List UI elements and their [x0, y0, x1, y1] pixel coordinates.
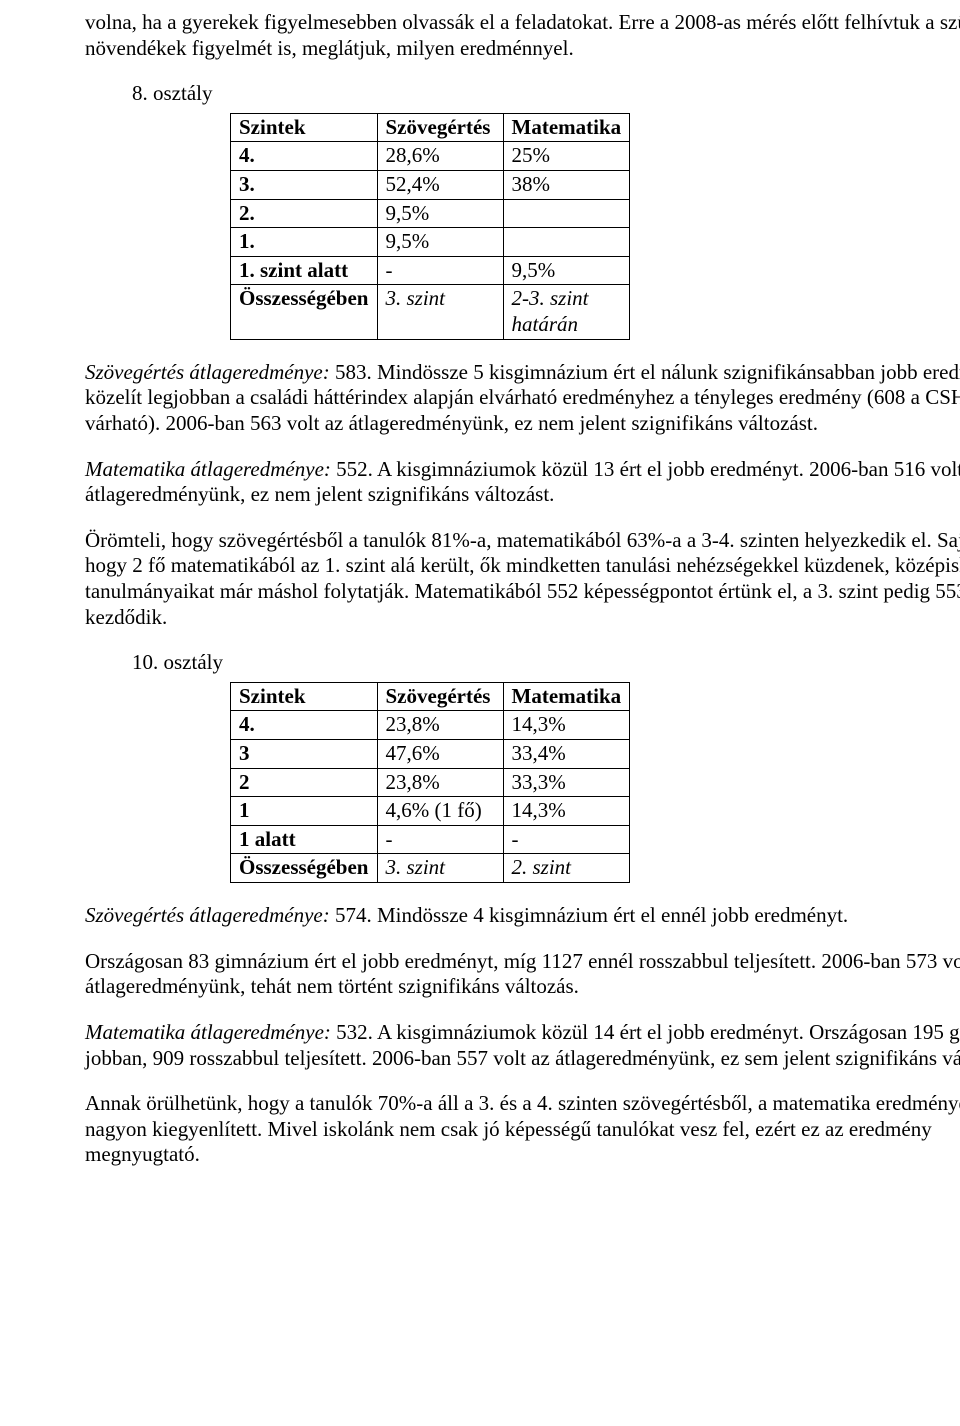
cell: 14,3% — [503, 711, 630, 740]
closing-paragraph: Annak örülhetünk, hogy a tanulók 70%-a á… — [85, 1091, 960, 1168]
cell: Összességében — [231, 285, 378, 339]
table-row: 3 47,6% 33,4% — [231, 740, 630, 769]
table-row: Összességében 3. szint 2. szint — [231, 854, 630, 883]
table-header-row: Szintek Szövegértés Matematika — [231, 113, 630, 142]
cell: 25% — [503, 142, 630, 171]
szov10-rest: 574. Mindössze 4 kisgimnázium ért el enn… — [330, 903, 848, 927]
table-row: 2. 9,5% — [231, 199, 630, 228]
cell: 9,5% — [377, 199, 503, 228]
th-matematika: Matematika — [503, 682, 630, 711]
szov10-label: Szövegértés átlageredménye: — [85, 903, 330, 927]
cell: 3. szint — [377, 285, 503, 339]
cell: 2. szint — [503, 854, 630, 883]
cell: - — [377, 825, 503, 854]
cell: 9,5% — [377, 228, 503, 257]
cell: 4. — [231, 711, 378, 740]
th-szintek: Szintek — [231, 682, 378, 711]
intro-paragraph: volna, ha a gyerekek figyelmesebben olva… — [85, 10, 960, 61]
cell: 23,8% — [377, 768, 503, 797]
cell: 9,5% — [503, 256, 630, 285]
cell: 28,6% — [377, 142, 503, 171]
cell — [503, 199, 630, 228]
cell: 3. — [231, 171, 378, 200]
grade8-matematika-paragraph: Matematika átlageredménye: 552. A kisgim… — [85, 457, 960, 508]
grade8-szovegertes-paragraph: Szövegértés átlageredménye: 583. Mindöss… — [85, 360, 960, 437]
table-row: 1 4,6% (1 fő) 14,3% — [231, 797, 630, 826]
grade8-summary-paragraph: Örömteli, hogy szövegértésből a tanulók … — [85, 528, 960, 630]
cell: 4. — [231, 142, 378, 171]
th-szovegertes: Szövegértés — [377, 682, 503, 711]
cell: 23,8% — [377, 711, 503, 740]
grade10-national-paragraph: Országosan 83 gimnázium ért el jobb ered… — [85, 949, 960, 1000]
th-szintek: Szintek — [231, 113, 378, 142]
table-header-row: Szintek Szövegértés Matematika — [231, 682, 630, 711]
grade10-heading: 10. osztály — [132, 650, 960, 676]
cell: Összességében — [231, 854, 378, 883]
cell: 1 — [231, 797, 378, 826]
cell: 47,6% — [377, 740, 503, 769]
cell: - — [503, 825, 630, 854]
cell: 52,4% — [377, 171, 503, 200]
cell: 2. — [231, 199, 378, 228]
cell: 4,6% (1 fő) — [377, 797, 503, 826]
table-row: Összességében 3. szint 2-3. szint határá… — [231, 285, 630, 339]
cell: 33,4% — [503, 740, 630, 769]
cell: 1. — [231, 228, 378, 257]
mat10-label: Matematika átlageredménye: — [85, 1020, 331, 1044]
cell: 14,3% — [503, 797, 630, 826]
cell: 1 alatt — [231, 825, 378, 854]
table-row: 4. 23,8% 14,3% — [231, 711, 630, 740]
grade10-szovegertes-paragraph: Szövegértés átlageredménye: 574. Mindöss… — [85, 903, 960, 929]
grade10-table: Szintek Szövegértés Matematika 4. 23,8% … — [230, 682, 630, 883]
cell: 3. szint — [377, 854, 503, 883]
th-szovegertes: Szövegértés — [377, 113, 503, 142]
mat8-label: Matematika átlageredménye: — [85, 457, 331, 481]
table-row: 1. szint alatt - 9,5% — [231, 256, 630, 285]
table-row: 3. 52,4% 38% — [231, 171, 630, 200]
grade8-table: Szintek Szövegértés Matematika 4. 28,6% … — [230, 113, 630, 340]
cell: 3 — [231, 740, 378, 769]
table-row: 1 alatt - - — [231, 825, 630, 854]
table-row: 2 23,8% 33,3% — [231, 768, 630, 797]
table-row: 1. 9,5% — [231, 228, 630, 257]
cell: 2-3. szint határán — [503, 285, 630, 339]
th-matematika: Matematika — [503, 113, 630, 142]
grade10-matematika-paragraph: Matematika átlageredménye: 532. A kisgim… — [85, 1020, 960, 1071]
cell: - — [377, 256, 503, 285]
cell: 2 — [231, 768, 378, 797]
cell: 38% — [503, 171, 630, 200]
szov8-label: Szövegértés átlageredménye: — [85, 360, 330, 384]
table-row: 4. 28,6% 25% — [231, 142, 630, 171]
cell: 1. szint alatt — [231, 256, 378, 285]
cell — [503, 228, 630, 257]
cell: 33,3% — [503, 768, 630, 797]
grade8-heading: 8. osztály — [132, 81, 960, 107]
